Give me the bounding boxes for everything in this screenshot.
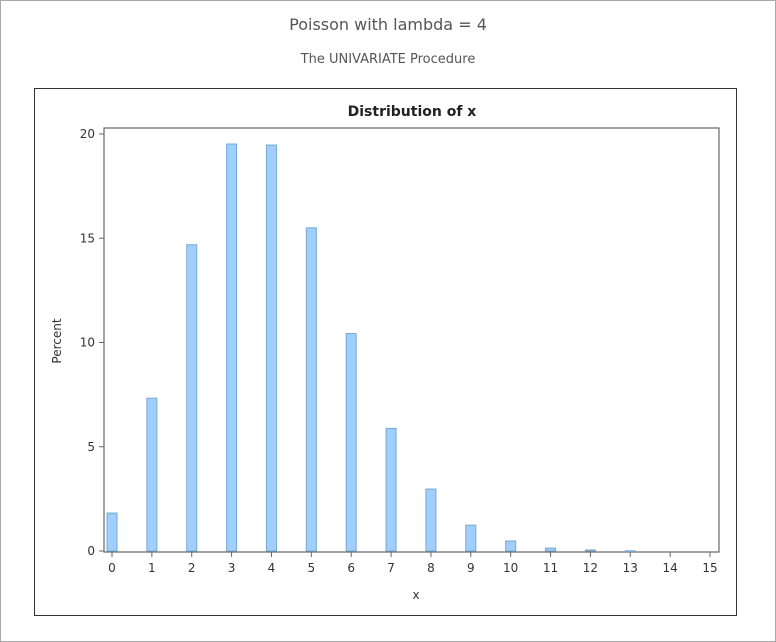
- bar-x-1: [146, 397, 158, 552]
- bar-x-11: [545, 547, 557, 552]
- x-axis-label: x: [412, 588, 419, 602]
- bar-x-12: [584, 549, 596, 552]
- x-tick-label: 11: [543, 561, 558, 575]
- x-tick-label: 2: [188, 561, 196, 575]
- x-tick-label: 4: [268, 561, 276, 575]
- x-tick-label: 12: [583, 561, 598, 575]
- bar-x-0: [106, 512, 118, 552]
- x-tick-label: 15: [702, 561, 717, 575]
- x-tick-label: 7: [387, 561, 395, 575]
- x-tick-label: 3: [228, 561, 236, 575]
- bar-x-9: [465, 524, 477, 552]
- x-tick-label: 13: [623, 561, 638, 575]
- x-tick-label: 0: [108, 561, 116, 575]
- x-tick-label: 8: [427, 561, 435, 575]
- x-tick-label: 5: [308, 561, 316, 575]
- procedure-subtitle: The UNIVARIATE Procedure: [300, 52, 476, 67]
- y-tick-label: 5: [87, 440, 95, 454]
- bar-x-3: [226, 143, 238, 552]
- y-tick-label: 15: [80, 231, 95, 245]
- bar-x-2: [186, 244, 198, 552]
- page-title: Poisson with lambda = 4: [289, 15, 487, 34]
- y-tick-label: 0: [87, 544, 95, 558]
- x-tick-label: 6: [347, 561, 355, 575]
- bar-x-8: [425, 488, 437, 552]
- x-tick-label: 10: [503, 561, 518, 575]
- y-tick-label: 10: [80, 336, 95, 350]
- bar-x-4: [265, 144, 277, 552]
- x-tick-label: 14: [662, 561, 677, 575]
- bar-x-13: [624, 550, 636, 553]
- y-axis-label: Percent: [50, 318, 64, 363]
- bar-x-10: [505, 540, 517, 552]
- chart-title: Distribution of x: [348, 104, 477, 120]
- bar-x-7: [385, 427, 397, 552]
- bar-x-6: [345, 333, 357, 552]
- bar-x-5: [305, 227, 317, 552]
- chart-frame: [34, 88, 737, 616]
- x-tick-label: 9: [467, 561, 475, 575]
- plot-area: [103, 127, 720, 553]
- x-tick-label: 1: [148, 561, 156, 575]
- y-tick-label: 20: [80, 127, 95, 141]
